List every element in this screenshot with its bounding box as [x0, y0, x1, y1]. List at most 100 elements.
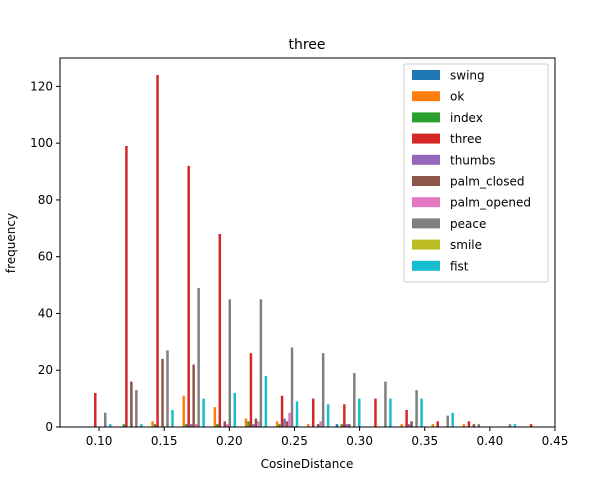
- bar-three-bin-11: [436, 421, 439, 427]
- bar-palm_closed-bin-1: [130, 381, 133, 427]
- bar-fist-bin-6: [295, 401, 299, 427]
- legend-swatch-smile: [412, 239, 440, 250]
- bar-three-bin-8: [343, 404, 346, 427]
- bar-palm_closed-bin-4: [223, 421, 227, 427]
- bar-index-bin-8: [340, 424, 344, 427]
- legend-label-peace: peace: [450, 217, 486, 231]
- bar-index-bin-6: [278, 424, 281, 427]
- bar-peace-bin-9: [384, 381, 387, 427]
- x-tick-label: 0.40: [477, 434, 504, 448]
- legend-label-fist: fist: [450, 259, 469, 273]
- bar-fist-bin-0: [108, 424, 112, 427]
- bar-fist-bin-4: [233, 392, 236, 427]
- y-tick-label: 0: [45, 420, 53, 434]
- bar-three-bin-4: [218, 233, 222, 427]
- bar-swing-bin-8: [335, 424, 339, 427]
- y-tick-label: 20: [38, 363, 53, 377]
- legend-swatch-palm_opened: [412, 197, 440, 208]
- bar-peace-bin-1: [135, 390, 138, 427]
- legend-swatch-palm_closed: [412, 176, 440, 186]
- y-tick-label: 80: [38, 193, 53, 207]
- legend-label-thumbs: thumbs: [450, 153, 495, 167]
- bar-three-bin-14: [529, 424, 533, 427]
- bar-fist-bin-8: [358, 398, 361, 427]
- y-axis-ticks: 0 20 40 60 80 100 120: [30, 79, 60, 434]
- bar-three-bin-6: [280, 395, 284, 427]
- bar-thumbs-bin-3: [189, 424, 193, 427]
- bar-ok-bin-3: [182, 395, 185, 427]
- legend-label-palm_closed: palm_closed: [450, 175, 525, 189]
- bar-thumbs-bin-10: [407, 424, 411, 427]
- bar-index-bin-5: [247, 421, 250, 427]
- bar-fist-bin-7: [326, 404, 330, 427]
- bar-palm_closed-bin-7: [316, 424, 320, 427]
- legend-label-swing: swing: [450, 69, 485, 83]
- x-axis-ticks: 0.10 0.15 0.20 0.25 0.30 0.35 0.40 0.45: [86, 427, 569, 448]
- bar-peace-bin-5: [259, 299, 263, 427]
- bar-fist-bin-13: [513, 424, 517, 427]
- bar-palm_opened-bin-4: [226, 424, 229, 427]
- legend: swing ok index three thumbs palm_closed palm_o…: [403, 63, 549, 283]
- bar-palm_closed-bin-6: [285, 421, 289, 427]
- bar-peace-bin-0: [104, 412, 107, 427]
- bar-peace-bin-8: [353, 373, 356, 427]
- bar-fist-bin-10: [420, 398, 423, 427]
- bar-fist-bin-1: [140, 424, 143, 427]
- bar-ok-bin-5: [244, 418, 248, 427]
- x-tick-label: 0.35: [411, 434, 438, 448]
- bar-fist-bin-2: [171, 409, 174, 427]
- legend-swatch-ok: [412, 91, 440, 102]
- legend-swatch-index: [412, 112, 440, 123]
- bar-palm_opened-bin-3: [194, 424, 198, 427]
- y-tick-label: 120: [30, 79, 53, 93]
- bar-peace-bin-12: [477, 424, 481, 427]
- bar-fist-bin-5: [264, 375, 268, 427]
- bar-three-bin-0: [94, 392, 97, 427]
- bar-thumbs-bin-5: [252, 424, 255, 427]
- bar-thumbs-bin-8: [345, 424, 349, 427]
- legend-swatch-three: [412, 133, 440, 144]
- bar-three-bin-5: [249, 353, 253, 427]
- x-tick-label: 0.45: [542, 434, 569, 448]
- legend-swatch-swing: [412, 70, 440, 80]
- bar-peace-bin-2: [166, 350, 169, 427]
- y-tick-label: 60: [38, 250, 53, 264]
- bar-three-bin-1: [125, 145, 128, 428]
- bar-peace-bin-10: [415, 390, 418, 427]
- legend-label-ok: ok: [450, 90, 464, 104]
- x-axis-label: CosineDistance: [261, 457, 354, 471]
- bar-palm_closed-bin-2: [161, 358, 164, 427]
- legend-swatch-peace: [412, 218, 440, 229]
- bar-three-bin-9: [374, 398, 377, 427]
- bar-index-bin-2: [153, 424, 157, 427]
- bar-palm_closed-bin-3: [192, 364, 195, 427]
- x-tick-label: 0.20: [216, 434, 243, 448]
- bar-three-bin-10: [405, 409, 408, 427]
- bar-three-bin-2: [156, 75, 159, 427]
- x-tick-label: 0.15: [151, 434, 178, 448]
- bars-group: [94, 75, 533, 428]
- legend-swatch-thumbs: [412, 154, 440, 165]
- bar-palm_closed-bin-5: [254, 418, 258, 427]
- y-axis-label: frequency: [4, 213, 18, 273]
- legend-swatch-fist: [412, 260, 440, 271]
- bar-ok-bin-7: [306, 424, 310, 427]
- bar-index-bin-1: [122, 424, 126, 427]
- bar-index-bin-3: [184, 424, 188, 427]
- bar-peace-bin-7: [321, 353, 325, 427]
- bar-fist-bin-9: [389, 398, 392, 427]
- bar-fist-bin-3: [202, 398, 205, 427]
- bar-peace-bin-3: [197, 287, 200, 427]
- bar-peace-bin-13: [508, 424, 512, 427]
- y-tick-label: 40: [38, 306, 53, 320]
- bar-index-bin-4: [216, 424, 219, 427]
- bar-ok-bin-10: [400, 424, 403, 427]
- bar-palm_closed-bin-10: [410, 421, 413, 427]
- bar-palm_opened-bin-7: [319, 421, 322, 427]
- bar-three-bin-12: [467, 421, 471, 427]
- bar-three-bin-3: [187, 165, 190, 428]
- bar-palm_opened-bin-6: [288, 412, 291, 427]
- bar-peace-bin-11: [446, 415, 449, 427]
- x-tick-label: 0.10: [86, 434, 113, 448]
